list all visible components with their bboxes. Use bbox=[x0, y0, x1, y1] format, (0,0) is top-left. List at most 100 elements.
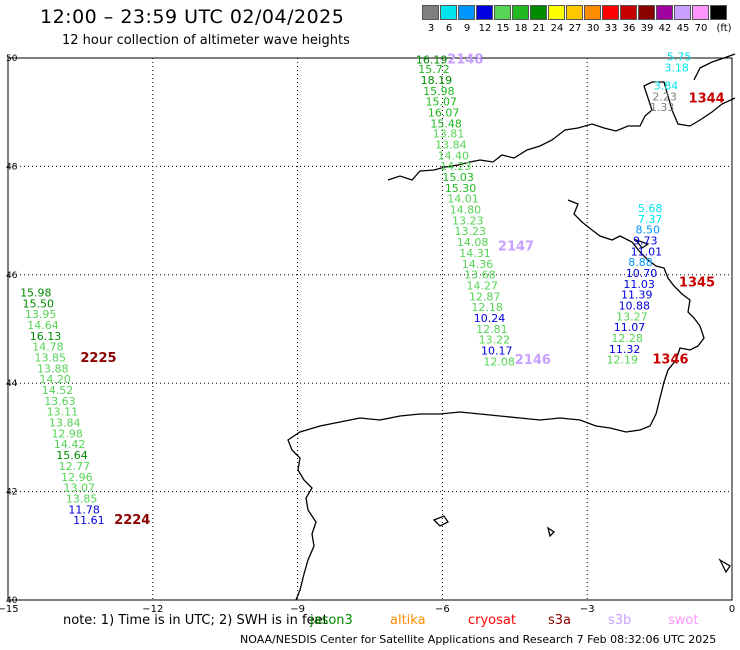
wave-height-value: 1.33 bbox=[650, 101, 675, 114]
wave-height-value: 14.40 bbox=[438, 149, 470, 162]
lat-tick-label: 50 bbox=[6, 54, 18, 64]
wave-height-value: 10.24 bbox=[474, 312, 506, 325]
wave-height-value: 13.22 bbox=[479, 334, 511, 347]
wave-height-value: 14.36 bbox=[462, 258, 494, 271]
wave-height-value: 14.31 bbox=[459, 247, 491, 260]
wave-height-value: 14.52 bbox=[42, 384, 74, 397]
wave-height-value: 13.88 bbox=[37, 362, 69, 375]
wave-height-value: 13.84 bbox=[49, 417, 81, 430]
wave-height-value: 12.81 bbox=[476, 323, 508, 336]
legend-swatch bbox=[566, 5, 583, 20]
wave-height-value: 13.07 bbox=[64, 482, 96, 495]
legend-label: 6 bbox=[445, 23, 453, 34]
wave-height-value: 12.98 bbox=[51, 427, 83, 440]
wave-height-value: 11.07 bbox=[614, 321, 646, 334]
mission-jason3: jason3 bbox=[310, 613, 353, 628]
wave-height-value: 10.88 bbox=[619, 299, 651, 312]
wave-height-value: 11.61 bbox=[73, 514, 105, 527]
legend-label: 9 bbox=[463, 23, 471, 34]
wave-height-value: 13.11 bbox=[47, 406, 79, 419]
legend-swatch bbox=[674, 5, 691, 20]
legend-label: 30 bbox=[586, 23, 600, 34]
island bbox=[634, 238, 650, 249]
legend-label: 36 bbox=[622, 23, 636, 34]
lat-tick-label: 46 bbox=[6, 271, 18, 281]
wave-height-value: 14.80 bbox=[450, 204, 482, 217]
wave-height-value: 16.13 bbox=[30, 330, 62, 343]
legend-label: 70 bbox=[694, 23, 708, 34]
wave-height-value: 13.23 bbox=[452, 214, 484, 227]
wave-height-value: 15.07 bbox=[426, 96, 458, 109]
wave-height-value: 13.81 bbox=[433, 128, 465, 141]
credit-line: NOAA/NESDIS Center for Satellite Applica… bbox=[240, 633, 717, 646]
wave-height-value: 5.75 bbox=[667, 51, 692, 64]
wave-height-value: 14.42 bbox=[54, 438, 86, 451]
wave-height-value: 15.03 bbox=[442, 171, 474, 184]
mission-altika: altika bbox=[390, 613, 426, 628]
wave-height-value: 12.96 bbox=[61, 471, 93, 484]
wave-height-value: 18.19 bbox=[421, 74, 453, 87]
pass-number-label: 2224 bbox=[114, 513, 150, 528]
wave-height-value: 11.01 bbox=[631, 245, 663, 258]
pass-number-label: 2225 bbox=[80, 351, 116, 366]
pass-number-label: 2147 bbox=[498, 239, 534, 254]
mission-swot: swot bbox=[668, 613, 699, 628]
wave-height-value: 12.08 bbox=[483, 355, 514, 368]
wave-height-value: 13.68 bbox=[464, 269, 496, 282]
lon-tick-label: −15 bbox=[0, 604, 19, 615]
pass-number-label: 1344 bbox=[689, 91, 725, 106]
wave-height-value: 12.77 bbox=[59, 460, 91, 473]
wave-height-value: 14.78 bbox=[32, 341, 64, 354]
legend-unit: (ft) bbox=[716, 23, 732, 34]
island bbox=[546, 526, 556, 538]
wave-height-value: 16.07 bbox=[428, 107, 460, 120]
wave-height-value: 15.50 bbox=[22, 297, 54, 310]
lon-tick-label: −3 bbox=[580, 604, 595, 615]
pass-number-label: 1346 bbox=[652, 353, 688, 368]
pass-number-label: 2146 bbox=[515, 353, 551, 368]
legend-label: 15 bbox=[496, 23, 510, 34]
lat-lon-grid: −15 −12 −9 −6 −3 0 50 48 46 44 42 40 bbox=[0, 54, 735, 615]
wave-height-value: 14.08 bbox=[457, 236, 489, 249]
wave-height-value: 12.28 bbox=[611, 332, 643, 345]
footer-note: note: 1) Time is in UTC; 2) SWH is in fe… bbox=[63, 613, 328, 628]
pass-number-label: 1345 bbox=[679, 276, 715, 291]
wave-height-value: 12.87 bbox=[469, 290, 501, 303]
wave-height-value: 10.17 bbox=[481, 344, 512, 357]
map-frame bbox=[7, 57, 733, 601]
wave-height-value: 13.85 bbox=[35, 352, 66, 365]
wave-height-value: 5.68 bbox=[638, 202, 663, 215]
wave-height-value: 15.30 bbox=[445, 182, 477, 195]
legend-swatch bbox=[512, 5, 529, 20]
wave-height-value: 10.70 bbox=[626, 267, 658, 280]
legend-swatch bbox=[458, 5, 475, 20]
wave-height-value: 14.23 bbox=[440, 160, 472, 173]
wave-height-value: 14.64 bbox=[27, 319, 59, 332]
legend-label: 3 bbox=[427, 23, 435, 34]
coastline bbox=[287, 53, 736, 601]
wave-height-value: 14.27 bbox=[467, 279, 499, 292]
island bbox=[718, 558, 731, 574]
legend-swatch bbox=[548, 5, 565, 20]
wave-height-value: 13.84 bbox=[435, 139, 467, 152]
wave-height-value: 3.84 bbox=[654, 79, 679, 92]
legend-label: 21 bbox=[532, 23, 546, 34]
coastline-wales bbox=[693, 53, 736, 81]
legend-swatch bbox=[656, 5, 673, 20]
wave-height-value: 11.39 bbox=[621, 289, 653, 302]
legend-swatch bbox=[710, 5, 727, 20]
wave-height-value: 14.01 bbox=[447, 193, 479, 206]
legend-label: 42 bbox=[658, 23, 672, 34]
wave-height-value: 15.98 bbox=[423, 85, 455, 98]
wave-height-value: 8.50 bbox=[635, 224, 660, 237]
legend-label: 18 bbox=[514, 23, 528, 34]
wave-height-value: 7.37 bbox=[638, 213, 663, 226]
wave-height-value: 13.27 bbox=[616, 310, 648, 323]
island bbox=[432, 515, 449, 527]
lat-tick-label: 44 bbox=[6, 379, 18, 389]
wave-height-value: 12.18 bbox=[471, 301, 503, 314]
legend-label: 39 bbox=[640, 23, 654, 34]
wave-height-value: 14.20 bbox=[39, 373, 71, 386]
wave-height-value: 15.72 bbox=[418, 63, 450, 76]
